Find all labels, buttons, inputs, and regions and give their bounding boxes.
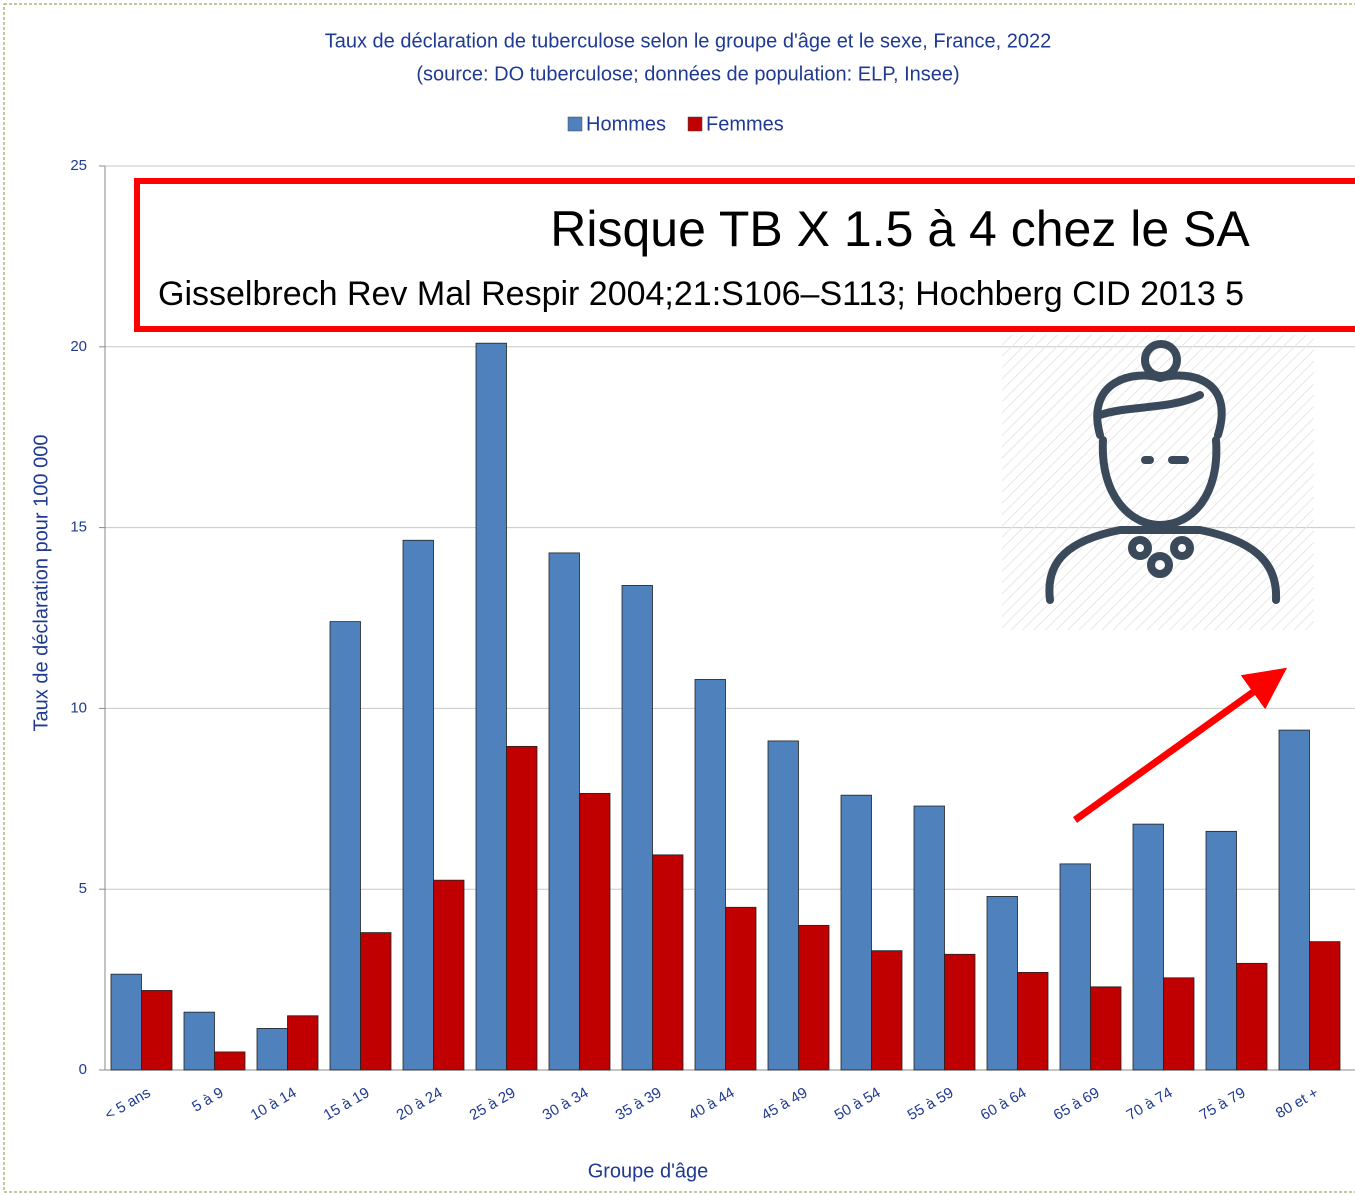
x-tick-label: 25 à 29 bbox=[467, 1084, 519, 1124]
bar bbox=[110, 973, 142, 1071]
bar bbox=[1205, 830, 1237, 1071]
legend-label: Femmes bbox=[706, 113, 784, 135]
bar bbox=[986, 896, 1018, 1071]
y-tick-label: 0 bbox=[79, 1061, 87, 1078]
bar bbox=[256, 1028, 288, 1071]
x-tick-label: 55 à 59 bbox=[905, 1084, 957, 1124]
bar bbox=[944, 953, 976, 1071]
x-axis-label: Groupe d'âge bbox=[588, 1160, 709, 1182]
bar bbox=[548, 552, 580, 1071]
bar bbox=[913, 805, 945, 1071]
x-tick-label: 45 à 49 bbox=[759, 1084, 811, 1124]
bar bbox=[402, 539, 434, 1071]
bar bbox=[433, 879, 465, 1071]
chart-subtitle: (source: DO tuberculose; données de popu… bbox=[416, 63, 959, 85]
y-tick-label: 5 bbox=[79, 880, 87, 897]
bar bbox=[506, 745, 538, 1071]
bar bbox=[1163, 977, 1195, 1071]
bar bbox=[1059, 863, 1091, 1071]
bar bbox=[1090, 986, 1122, 1071]
bar bbox=[1017, 971, 1049, 1071]
bar bbox=[360, 932, 392, 1071]
bar bbox=[183, 1011, 215, 1071]
bar bbox=[621, 585, 653, 1071]
bar bbox=[840, 794, 872, 1071]
annotation-headline: Risque TB X 1.5 à 4 chez le SA bbox=[550, 201, 1250, 257]
legend-swatch bbox=[567, 116, 583, 132]
bar bbox=[694, 679, 726, 1071]
y-axis-label: Taux de déclaration pour 100 000 bbox=[30, 435, 52, 732]
bar bbox=[214, 1051, 246, 1071]
woman-icon bbox=[1002, 335, 1314, 630]
legend-swatch bbox=[687, 116, 703, 132]
bar bbox=[871, 950, 903, 1071]
legend-label: Hommes bbox=[586, 113, 666, 135]
x-tick-label: 75 à 79 bbox=[1197, 1084, 1249, 1124]
x-tick-label: 80 et + bbox=[1273, 1084, 1322, 1122]
x-tick-label: 40 à 44 bbox=[686, 1084, 738, 1124]
bar bbox=[475, 342, 507, 1071]
bar bbox=[725, 906, 757, 1071]
x-tick-label: 10 à 14 bbox=[248, 1084, 300, 1124]
bar bbox=[767, 740, 799, 1071]
x-tick-label: < 5 ans bbox=[102, 1084, 153, 1124]
frame bbox=[3, 3, 1355, 1193]
bar bbox=[798, 924, 830, 1071]
plot-area: 0 5 10 15 20 25 < 5 ans 5 à 9 10 à 14 15 à 19 20 à… bbox=[70, 157, 1355, 1124]
y-tick-label: 10 bbox=[70, 699, 87, 716]
trend-arrow bbox=[1072, 667, 1288, 823]
bar bbox=[1236, 962, 1268, 1071]
x-tick-label: 35 à 39 bbox=[613, 1084, 665, 1124]
x-tick-label: 20 à 24 bbox=[394, 1084, 446, 1124]
chart-title: Taux de déclaration de tuberculose selon… bbox=[325, 30, 1052, 52]
x-tick-label: 15 à 19 bbox=[321, 1084, 373, 1124]
bar bbox=[329, 621, 361, 1071]
x-tick-label: 30 à 34 bbox=[540, 1084, 592, 1124]
y-tick-label: 15 bbox=[70, 519, 87, 536]
bar bbox=[287, 1015, 319, 1071]
x-tick-label: 65 à 69 bbox=[1051, 1084, 1103, 1124]
annotation-reference: Gisselbrech Rev Mal Respir 2004;21:S106–… bbox=[158, 275, 1244, 313]
y-tick-label: 25 bbox=[70, 157, 87, 174]
bar bbox=[1132, 823, 1164, 1071]
bar bbox=[1309, 941, 1341, 1071]
x-tick-label: 60 à 64 bbox=[978, 1084, 1030, 1124]
y-tick-label: 20 bbox=[70, 338, 87, 355]
bar bbox=[141, 990, 173, 1071]
x-tick-label: 70 à 74 bbox=[1124, 1084, 1176, 1124]
bar bbox=[652, 854, 684, 1071]
bar bbox=[1278, 729, 1310, 1071]
x-tick-label: 50 à 54 bbox=[832, 1084, 884, 1124]
x-tick-label: 5 à 9 bbox=[189, 1084, 226, 1115]
bar bbox=[579, 792, 611, 1071]
annotation-box bbox=[134, 178, 1355, 332]
